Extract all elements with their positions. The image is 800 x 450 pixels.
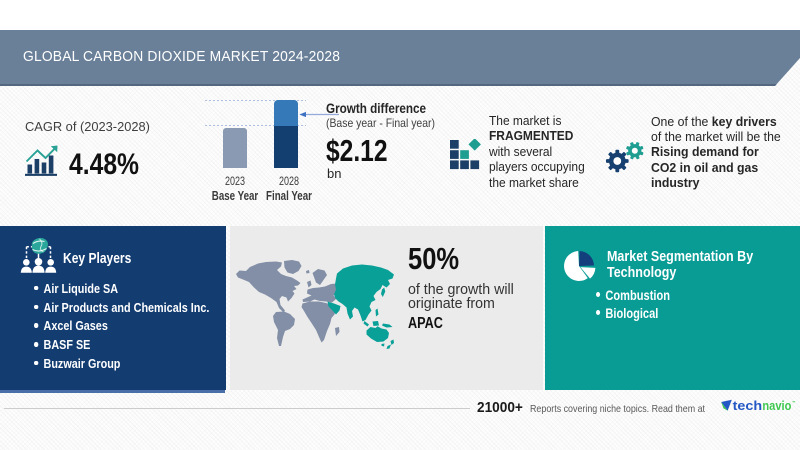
svg-text:tech: tech <box>733 398 763 413</box>
svg-text:navio: navio <box>762 398 791 413</box>
